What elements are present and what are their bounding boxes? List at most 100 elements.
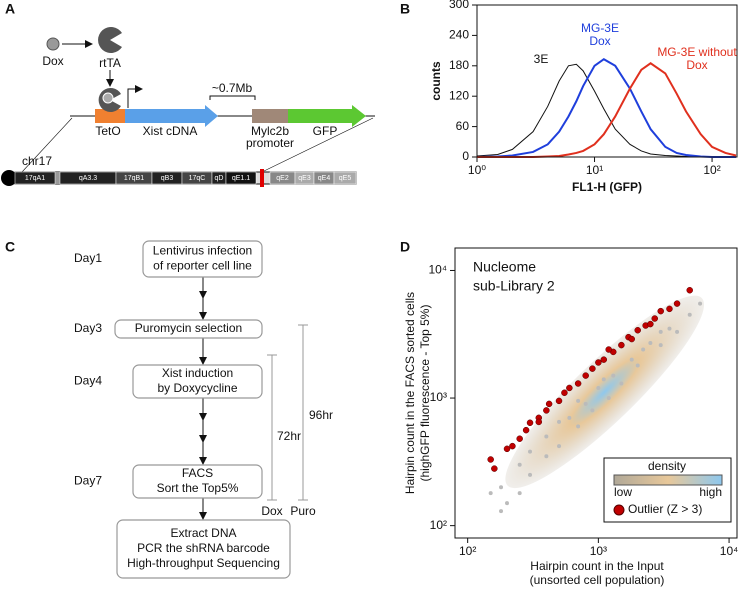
step-text: High-throughput Sequencing [127, 556, 280, 570]
band-label: qE1.1 [232, 175, 250, 182]
y-tick-label: 10³ [430, 390, 447, 404]
y-axis-title: Hairpin count in the FACS sorted cells [403, 292, 417, 494]
outlier-point [673, 300, 681, 307]
data-point [698, 301, 703, 306]
series-label: MG-3E Dox [580, 22, 619, 48]
x-tick-label: 10² [459, 544, 476, 558]
outlier-point [634, 326, 641, 334]
band-label: qE4 [318, 175, 331, 182]
outlier-point [628, 335, 635, 343]
outlier-point [595, 359, 602, 366]
panel-a [1, 27, 375, 186]
data-point [601, 377, 606, 382]
step-box [142, 240, 263, 278]
x-tick-label: 10³ [590, 544, 607, 558]
label: GFP [313, 124, 338, 138]
y-tick-label: 120 [449, 88, 469, 102]
data-point [687, 312, 692, 317]
outlier-point [561, 389, 568, 397]
plot-frame [476, 4, 738, 158]
x-tick-label: 10² [703, 163, 720, 177]
day-label: Day3 [74, 321, 102, 335]
legend-label: Outlier (Z > 3) [628, 502, 702, 516]
data-point [596, 385, 601, 390]
label: Xist cDNA [143, 124, 198, 138]
x-axis-title: (unsorted cell population) [530, 573, 665, 587]
legend-label: high [699, 485, 722, 499]
label: rtTA [99, 56, 121, 70]
y-axis-title: counts [429, 61, 443, 101]
data-point [499, 485, 504, 490]
data-point [619, 381, 624, 386]
band [333, 171, 357, 185]
legend-box [603, 457, 732, 523]
outlier-point [647, 320, 654, 328]
dox-icon [46, 37, 60, 51]
x-axis-title: FL1-H (GFP) [572, 180, 642, 194]
legend-marker [613, 504, 625, 516]
outlier-point [651, 315, 658, 322]
promoter-arrow [127, 85, 143, 108]
data-point [517, 491, 522, 496]
mylc2b-box [252, 109, 288, 123]
outlier-point [566, 384, 573, 392]
y-tick-label: 180 [449, 58, 469, 72]
panel-label: D [400, 239, 410, 255]
outlier-point [503, 445, 511, 453]
data-point [606, 396, 611, 401]
data-point [567, 415, 572, 420]
outlier-point [657, 307, 664, 315]
y-tick-label: 240 [449, 28, 469, 42]
duration-label: 72hr [277, 429, 301, 443]
data-point [658, 343, 663, 348]
outlier-point [487, 456, 494, 463]
band [55, 172, 60, 184]
data-point [648, 341, 653, 346]
y-tick-label: 10² [430, 518, 447, 532]
outlier-point [526, 419, 534, 427]
series-label: MG-3E without Dox [657, 46, 737, 72]
data-point [658, 329, 663, 334]
duration-label: 96hr [309, 408, 333, 422]
data-point [528, 449, 533, 454]
band-label: qA3.3 [79, 175, 97, 182]
outlier-point [522, 426, 530, 434]
band-label: 17qB1 [124, 175, 144, 182]
data-point [629, 357, 634, 362]
annotation: sub-Library 2 [473, 278, 555, 294]
outlier-point [555, 397, 563, 405]
band-label: qE3 [298, 175, 311, 182]
outlier-point [582, 372, 589, 379]
series-label: MG-3E without Dox [657, 46, 737, 72]
gfp-arrow [288, 105, 366, 127]
panel-label: B [400, 1, 410, 17]
legend-title: density [648, 459, 686, 473]
legend-label: low [614, 485, 632, 499]
band-label: 17qC [189, 175, 206, 182]
band-label: 17qA1 [25, 175, 45, 182]
step-box [132, 364, 263, 399]
histogram-line [476, 63, 737, 158]
dox-bound [102, 92, 114, 104]
locus-marker [260, 169, 264, 187]
x-tick-label: 10⁴ [720, 544, 739, 558]
zoom-line [261, 117, 374, 173]
step-text: by Doxycycline [157, 381, 237, 395]
band-label: qE2 [276, 175, 289, 182]
data-point [517, 462, 522, 467]
data-point [667, 326, 672, 331]
series-label: MG-3E Dox [580, 22, 619, 48]
y-axis-title: (highGFP fluorescence - Top 5%) [418, 305, 432, 482]
data-point [583, 401, 588, 406]
outlier-point [509, 442, 516, 450]
step-box [116, 519, 291, 579]
outlier-point [605, 346, 612, 353]
day-label: Day7 [74, 474, 102, 488]
step-text: Sort the Top5% [157, 481, 239, 495]
step-text: Extract DNA [170, 526, 236, 540]
xist-arrow [125, 105, 218, 127]
band [225, 171, 257, 185]
label: Mylc2b [251, 124, 289, 138]
panel-label: A [5, 1, 15, 17]
